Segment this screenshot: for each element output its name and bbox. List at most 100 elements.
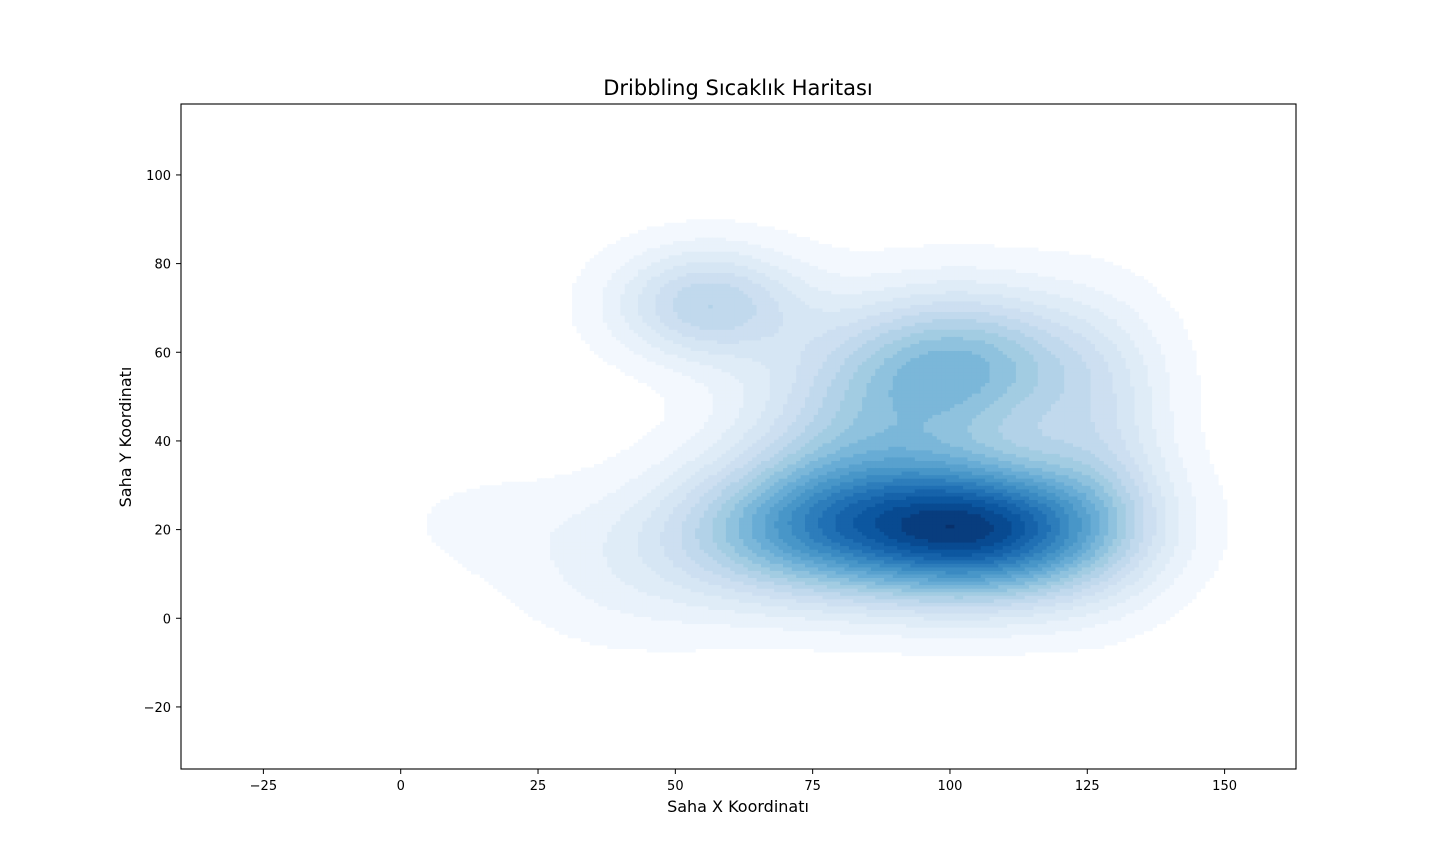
density-cell	[607, 588, 613, 593]
density-cell	[708, 407, 714, 412]
density-cell	[638, 339, 643, 344]
density-cell	[673, 630, 679, 635]
density-cell	[607, 283, 613, 288]
density-cell	[703, 467, 709, 472]
density-cell	[558, 581, 564, 586]
density-cell	[519, 527, 525, 532]
density-cell	[580, 531, 586, 536]
density-cell	[646, 531, 652, 536]
density-cell	[515, 534, 520, 539]
density-cell	[725, 595, 731, 600]
density-cell	[655, 279, 661, 284]
density-cell	[580, 609, 586, 614]
density-cell	[501, 542, 507, 547]
density-cell	[607, 265, 613, 270]
density-cell	[497, 581, 503, 586]
density-cell	[471, 563, 476, 568]
density-cell	[673, 566, 679, 571]
density-cell	[703, 396, 709, 401]
density-cell	[589, 563, 595, 568]
density-cell	[646, 478, 652, 483]
density-cell	[638, 307, 643, 312]
density-cell	[611, 581, 617, 586]
density-cell	[611, 258, 617, 263]
density-cell	[607, 598, 613, 603]
density-cell	[660, 453, 665, 458]
density-cell	[681, 268, 687, 273]
density-cell	[629, 488, 635, 493]
density-cell	[620, 364, 626, 369]
density-cell	[519, 520, 525, 525]
density-cell	[506, 581, 512, 586]
density-cell	[699, 254, 705, 259]
density-cell	[580, 318, 586, 323]
density-cell	[725, 556, 731, 561]
density-cell	[506, 595, 512, 600]
density-cell	[642, 293, 648, 298]
density-cell	[545, 616, 551, 621]
density-cell	[681, 534, 687, 539]
density-cell	[616, 322, 621, 327]
density-cell	[690, 407, 696, 412]
density-cell	[563, 591, 569, 596]
density-cell	[523, 534, 529, 539]
density-cell	[602, 325, 608, 330]
density-cell	[717, 481, 723, 486]
density-cell	[708, 478, 714, 483]
density-cell	[668, 375, 674, 380]
density-cell	[611, 623, 617, 628]
density-cell	[651, 531, 657, 536]
density-cell	[734, 226, 740, 231]
density-cell	[699, 258, 705, 263]
density-cell	[594, 279, 599, 284]
density-cell	[660, 435, 665, 440]
density-cell	[730, 453, 736, 458]
density-cell	[550, 513, 556, 518]
density-cell	[699, 219, 705, 224]
density-cell	[598, 336, 604, 341]
density-cell	[655, 623, 661, 628]
density-cell	[620, 315, 626, 320]
density-cell	[598, 343, 604, 348]
density-cell	[545, 623, 551, 628]
density-cell	[506, 559, 512, 564]
density-cell	[646, 641, 652, 646]
density-cell	[633, 456, 639, 461]
density-cell	[510, 517, 516, 522]
density-cell	[681, 325, 687, 330]
density-cell	[725, 495, 731, 500]
density-cell	[598, 318, 604, 323]
density-cell	[660, 251, 665, 256]
density-cell	[629, 595, 635, 600]
density-cell	[607, 474, 613, 479]
density-cell	[651, 542, 657, 547]
density-cell	[699, 616, 705, 621]
density-cell	[695, 488, 701, 493]
density-cell	[730, 588, 736, 593]
density-cell	[580, 517, 586, 522]
density-cell	[602, 573, 608, 578]
density-cell	[703, 393, 709, 398]
density-cell	[528, 566, 534, 571]
density-cell	[598, 488, 604, 493]
density-cell	[673, 354, 679, 359]
density-cell	[624, 538, 630, 543]
density-cell	[435, 517, 441, 522]
density-cell	[646, 538, 652, 543]
density-cell	[629, 612, 635, 617]
density-cell	[673, 350, 679, 355]
density-cell	[660, 368, 665, 373]
density-cell	[651, 559, 657, 564]
density-cell	[580, 612, 586, 617]
density-cell	[725, 485, 731, 490]
density-cell	[510, 591, 516, 596]
density-cell	[594, 588, 599, 593]
density-cell	[523, 488, 529, 493]
density-cell	[730, 577, 736, 582]
density-cell	[642, 251, 648, 256]
density-cell	[594, 304, 599, 309]
density-cell	[703, 559, 709, 564]
density-cell	[629, 559, 635, 564]
density-cell	[545, 492, 551, 497]
density-cell	[664, 318, 670, 323]
